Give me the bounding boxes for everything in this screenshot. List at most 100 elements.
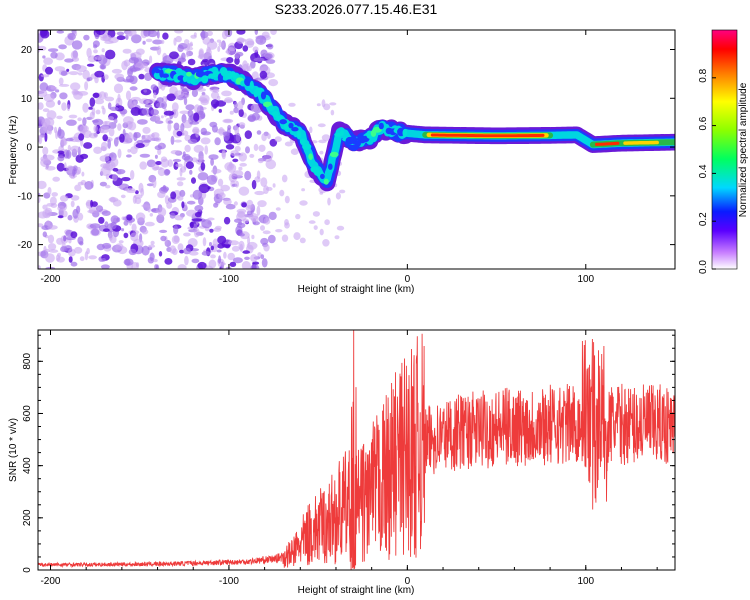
spectrogram-noise-blob [113, 119, 117, 124]
spectrogram-noise-blob [139, 161, 147, 170]
spectrogram-ridge-blob [263, 101, 272, 108]
spectrogram-noise-blob [267, 133, 271, 140]
spectrogram-noise-blob [157, 207, 167, 217]
spectrogram-noise-blob [235, 132, 241, 143]
snr-ytick-label: 0 [22, 567, 33, 573]
spectrogram-noise-blob [238, 152, 247, 162]
spectrogram-noise-blob [251, 234, 255, 240]
spectrogram-noise-blob [290, 148, 299, 155]
spectrogram-noise-blob [238, 108, 244, 118]
spectrogram-noise-blob [122, 48, 132, 54]
spectrogram-noise-blob [91, 201, 98, 207]
spectrogram-noise-blob [77, 236, 84, 245]
spectrogram-noise-blob [60, 246, 68, 253]
spectrogram-noise-blob [239, 243, 243, 252]
spectrogram-noise-blob [167, 120, 173, 124]
spectrogram-noise-blob [279, 189, 285, 197]
spectrogram-noise-blob [215, 100, 227, 107]
spectrogram-noise-blob [131, 34, 142, 44]
spectrogram-noise-blob [139, 153, 151, 158]
spectrogram-noise-blob [40, 30, 50, 39]
spectrogram-noise-blob [72, 168, 76, 177]
spectrogram-noise-blob [80, 153, 89, 159]
snr-series-line [38, 330, 675, 570]
spectrogram-noise-blob [149, 55, 153, 64]
spectrogram-noise-blob [261, 258, 268, 268]
spectrogram-noise-blob [200, 30, 206, 41]
spectrogram-noise-blob [239, 162, 247, 167]
spectrogram-noise-blob [100, 264, 110, 269]
spectrogram-noise-blob [233, 107, 239, 114]
spectrogram-ridge-blob [279, 119, 288, 125]
spectrogram-noise-blob [160, 158, 170, 168]
spectrogram-noise-blob [259, 66, 264, 73]
spectrogram-noise-blob [251, 179, 257, 190]
spectrogram-noise-blob [339, 189, 346, 194]
spectrogram-noise-blob [82, 102, 89, 113]
spectrogram-noise-blob [164, 169, 171, 175]
spectrogram-noise-blob [57, 100, 61, 106]
spectrogram-frame [37, 29, 676, 270]
spectrogram-noise-blob [82, 69, 90, 80]
spectrogram-noise-blob [78, 72, 83, 76]
spectrogram-noise-blob [175, 35, 182, 43]
colorbar-tick-label: 0.6 [698, 116, 709, 130]
spectrogram-noise-blob [143, 89, 147, 93]
spectrogram-noise-blob [42, 55, 46, 59]
spectrogram-noise-blob [100, 141, 108, 152]
spectrogram-noise-blob [130, 232, 139, 242]
spectrogram-noise-blob [206, 46, 211, 53]
spectrogram-noise-blob [275, 207, 281, 211]
spectrogram-noise-blob [61, 102, 67, 111]
spectrogram-noise-blob [83, 34, 90, 41]
spectrogram-noise-blob [210, 91, 220, 100]
colorbar-gradient [711, 29, 738, 270]
snr-ytick-label: 600 [22, 405, 33, 422]
spectrogram-noise-blob [232, 257, 243, 264]
snr-xlabel: Height of straight line (km) [298, 585, 415, 596]
spectrogram-noise-blob [250, 104, 259, 112]
spectrogram-noise-blob [238, 166, 243, 171]
spectrogram-noise-blob [113, 137, 119, 147]
spectrogram-noise-blob [51, 192, 58, 197]
spectrogram-noise-blob [336, 225, 345, 231]
spectrogram-noise-blob [184, 155, 193, 163]
spectrogram-noise-blob [200, 162, 206, 171]
spectrogram-noise-blob [242, 250, 250, 254]
spectrogram-noise-blob [59, 92, 68, 100]
spectrogram-noise-blob [45, 66, 53, 75]
snr-xtick-label: 0 [405, 576, 411, 587]
spectrogram-noise-blob [177, 181, 184, 187]
spectrogram-noise-blob [234, 51, 240, 59]
spectrogram-noise-blob [128, 248, 137, 256]
spectrogram-noise-blob [70, 231, 78, 239]
spectrogram-noise-blob [187, 58, 196, 66]
spectrogram-noise-blob [64, 58, 74, 63]
colorbar-label: Normalized spectral amplitude [738, 82, 749, 217]
spectrogram-noise-blob [96, 205, 104, 213]
spectrogram-noise-blob [120, 194, 126, 199]
spectrogram-noise-blob [68, 71, 79, 76]
spectrogram-noise-blob [110, 221, 117, 230]
spectrogram-noise-blob [313, 225, 318, 231]
spectrogram-ridge-core [595, 141, 620, 146]
spectrogram-noise-blob [47, 225, 58, 230]
spectrogram-noise-blob [38, 196, 41, 203]
spectrogram-noise-blob [184, 39, 190, 45]
spectrogram-noise-blob [178, 57, 187, 63]
spectrogram-ridge-blob [195, 70, 206, 78]
snr-ticks: -200 -100 0 100 0 200 400 600 800 [22, 330, 675, 587]
spectrogram-noise-blob [127, 132, 134, 142]
spectrogram-ridge-blob [334, 132, 342, 137]
spectrogram-noise-blob [330, 109, 335, 116]
spectrogram-noise-blob [187, 109, 194, 118]
spectrogram-noise-blob [38, 223, 44, 228]
spectrogram-noise-blob [256, 130, 262, 135]
spectrogram-noise-blob [112, 173, 118, 182]
spectrogram-ylabel: Frequency (Hz) [8, 116, 19, 185]
spectrogram-noise-blob [204, 145, 209, 155]
spectrogram-noise-blob [217, 235, 227, 245]
spectrogram-noise-blob [194, 104, 201, 113]
spectrogram-noise-blob [199, 94, 210, 104]
